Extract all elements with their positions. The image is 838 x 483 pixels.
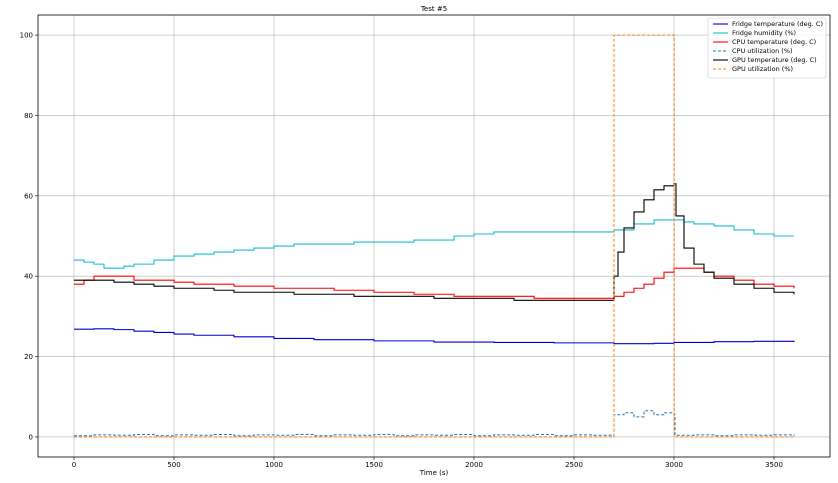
x-tick-label: 500: [167, 461, 180, 469]
legend: Fridge temperature (deg. C)Fridge humidi…: [707, 17, 827, 79]
y-tick-label: 20: [24, 353, 33, 361]
series-line-0: [74, 328, 795, 345]
legend-entry: Fridge temperature (deg. C): [732, 20, 823, 28]
chart-title: Test #5: [420, 5, 447, 13]
x-tick-label: 3500: [765, 461, 783, 469]
y-tick-label: 60: [24, 192, 33, 200]
legend-entry: CPU utilization (%): [732, 47, 793, 55]
axis-ticks: 0 500 1000 1500 2000 2500 3000 3500 0 20 40 60 80 100: [20, 32, 783, 469]
series-line-3: [74, 410, 795, 437]
series-line-1: [74, 219, 794, 269]
legend-entry: GPU utilization (%): [732, 65, 793, 73]
x-tick-label: 2000: [465, 461, 483, 469]
grid: [38, 15, 830, 457]
legend-box: [707, 17, 827, 79]
x-tick-label: 3000: [665, 461, 683, 469]
y-tick-label: 40: [24, 273, 33, 281]
series-line-2: [74, 267, 795, 299]
legend-entry: CPU temperature (deg. C): [732, 38, 816, 46]
x-tick-label: 1000: [265, 461, 283, 469]
series-layer: [74, 34, 795, 438]
x-tick-label: 2500: [565, 461, 583, 469]
y-tick-label: 80: [24, 112, 33, 120]
plot-frame: [37, 14, 831, 458]
x-tick-label: 0: [72, 461, 76, 469]
x-axis-label: Time (s): [419, 469, 449, 477]
y-tick-label: 0: [29, 433, 33, 441]
series-line-4: [74, 183, 795, 301]
y-tick-label: 100: [20, 32, 33, 40]
series-line-5: [74, 34, 794, 438]
legend-entry: GPU temperature (deg. C): [732, 56, 817, 64]
x-tick-label: 1500: [365, 461, 383, 469]
legend-entry: Fridge humidity (%): [732, 29, 796, 37]
